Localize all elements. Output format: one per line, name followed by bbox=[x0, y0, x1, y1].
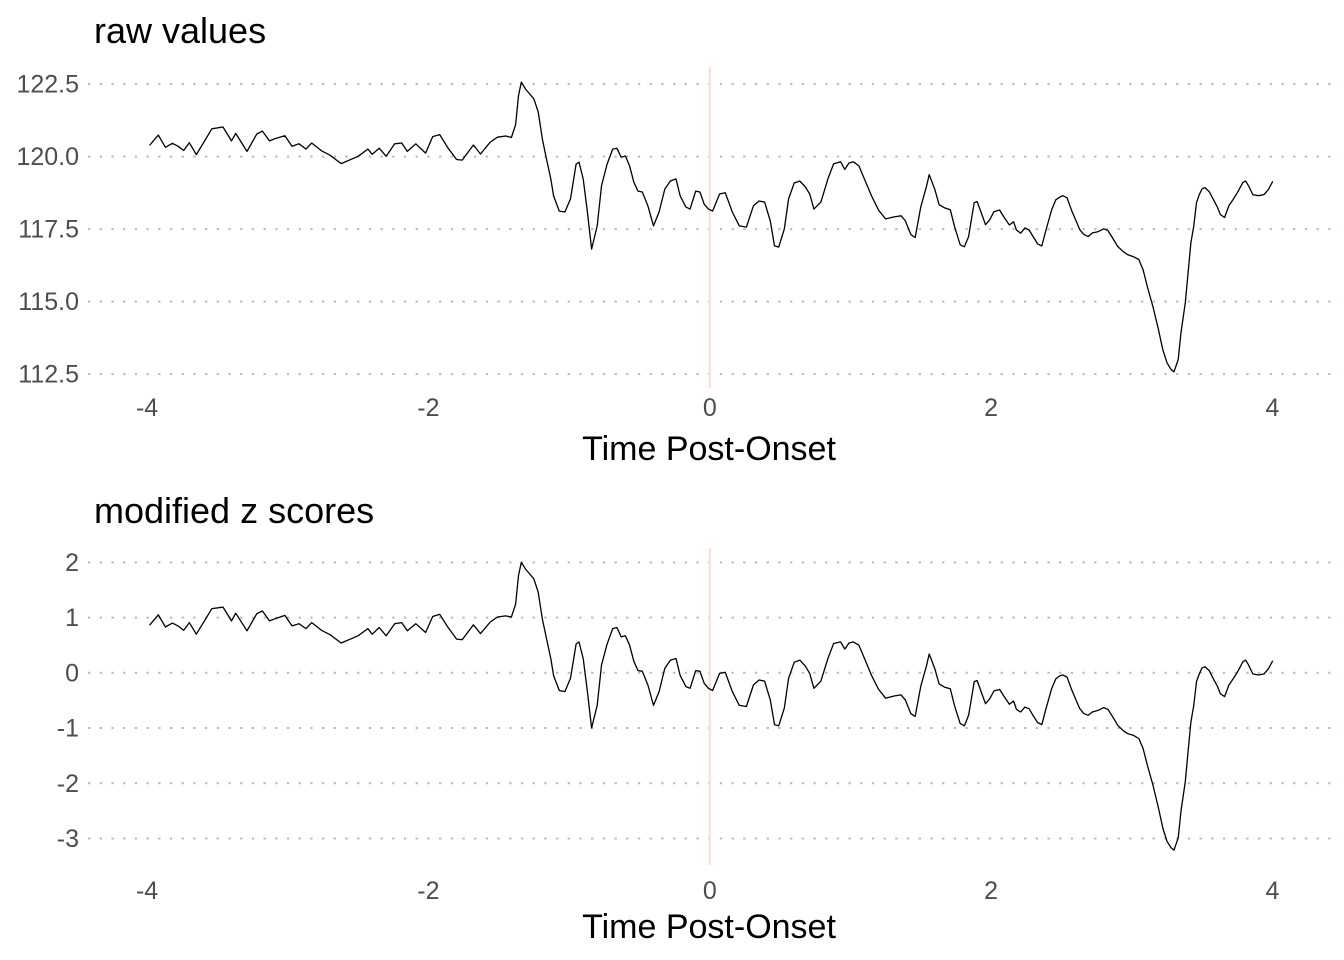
x-tick-label: -4 bbox=[136, 394, 158, 422]
top-chart-gridlines bbox=[88, 67, 1340, 388]
y-tick-label: -1 bbox=[57, 715, 79, 743]
x-tick-label: -2 bbox=[417, 877, 439, 905]
y-tick-label: -3 bbox=[57, 825, 79, 853]
bottom-chart-x-axis-title: Time Post-Onset bbox=[582, 908, 836, 946]
y-tick-label: 2 bbox=[65, 549, 79, 577]
y-tick-label: 122.5 bbox=[16, 71, 79, 99]
y-tick-label: 115.0 bbox=[18, 288, 79, 316]
x-tick-label: 0 bbox=[703, 394, 717, 422]
x-tick-label: 4 bbox=[1266, 877, 1280, 905]
top-chart-axis-labels: 112.5 115.0 117.5 120.0 122.5 -4 -2 0 2 4 bbox=[16, 71, 1279, 422]
x-tick-label: -2 bbox=[417, 394, 439, 422]
series-line bbox=[149, 81, 1274, 373]
top-chart-title: raw values bbox=[94, 10, 266, 51]
series-line bbox=[149, 561, 1274, 851]
x-tick-label: 2 bbox=[984, 877, 998, 905]
y-tick-label: -2 bbox=[57, 770, 79, 798]
y-tick-label: 112.5 bbox=[18, 361, 79, 389]
bottom-chart-title: modified z scores bbox=[94, 490, 374, 531]
y-tick-label: 120.0 bbox=[16, 143, 79, 171]
y-tick-label: 0 bbox=[65, 659, 79, 687]
y-tick-label: 1 bbox=[65, 604, 79, 632]
bottom-chart-axis-labels: -3 -2 -1 0 1 2 -4 -2 0 2 4 bbox=[57, 549, 1280, 905]
y-tick-label: 117.5 bbox=[18, 216, 79, 244]
bottom-chart-series bbox=[149, 561, 1274, 851]
x-tick-label: 4 bbox=[1266, 394, 1280, 422]
x-tick-label: -4 bbox=[136, 877, 158, 905]
bottom-chart-gridlines bbox=[88, 548, 1340, 865]
top-chart-x-axis-title: Time Post-Onset bbox=[582, 430, 836, 468]
top-chart-series bbox=[149, 81, 1274, 373]
x-tick-label: 0 bbox=[703, 877, 717, 905]
x-tick-label: 2 bbox=[984, 394, 998, 422]
